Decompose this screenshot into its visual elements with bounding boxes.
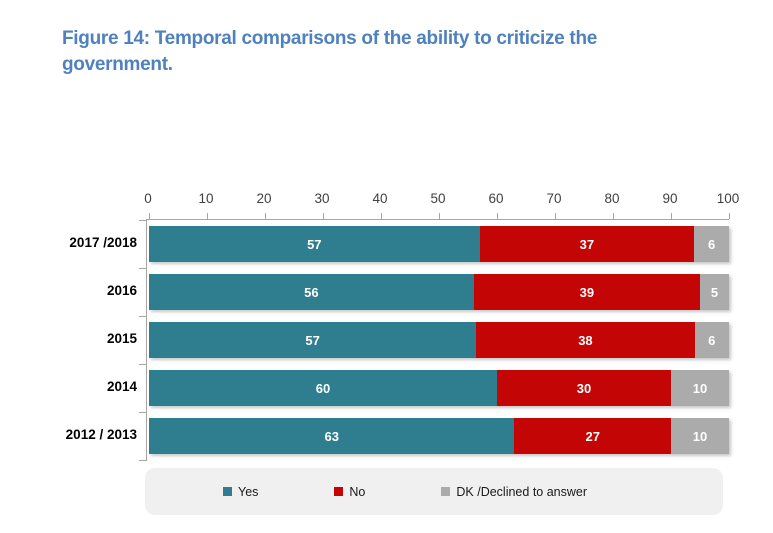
x-axis-tick (671, 213, 672, 219)
bar-segment-no: 37 (479, 226, 695, 262)
bar-value-label: 57 (305, 332, 320, 348)
bar-segment-yes: 57 (149, 322, 477, 358)
bar-row: 56 39 5 (149, 274, 729, 310)
y-axis-tick (139, 220, 146, 221)
x-axis-tick (439, 213, 440, 219)
plot-area: 57 37 6 56 39 5 57 38 6 60 30 10 63 27 10 (139, 213, 730, 461)
x-axis-tick (149, 213, 150, 219)
y-axis-tick (139, 412, 146, 413)
x-tick-label: 100 (716, 191, 740, 206)
bar-value-label: 57 (307, 236, 322, 252)
bar-segment-no: 39 (473, 274, 700, 310)
bar-segment-yes: 57 (149, 226, 480, 262)
no-swatch-icon (334, 487, 344, 496)
bar-value-label: 6 (708, 332, 716, 348)
bar-row: 63 27 10 (149, 418, 729, 454)
x-tick-label: 0 (144, 191, 152, 206)
x-axis-labels: 0 10 20 30 40 50 60 70 80 90 100 (144, 191, 739, 207)
x-tick-label: 80 (604, 191, 620, 206)
category-label: 2017 /2018 (69, 235, 137, 250)
category-label: 2016 (106, 283, 137, 298)
category-label: 2012 / 2013 (65, 427, 137, 442)
legend-label: No (349, 484, 366, 499)
bar-row: 60 30 10 (149, 370, 729, 406)
bar-value-label: 63 (324, 428, 339, 444)
legend-item-yes: Yes (223, 485, 258, 499)
y-axis-tick (139, 460, 146, 461)
legend: Yes No DK /Declined to answer (145, 468, 723, 515)
bar-value-label: 37 (579, 236, 595, 252)
bar-value-label: 39 (579, 284, 595, 300)
x-axis-tick (497, 213, 498, 219)
legend-label: DK /Declined to answer (456, 484, 588, 499)
bar-segment-yes: 63 (149, 418, 515, 454)
yes-swatch-icon (223, 487, 232, 496)
dk-swatch-icon (441, 487, 451, 496)
bar-segment-dk: 6 (694, 226, 729, 262)
bar-segment-no: 38 (476, 322, 695, 358)
x-axis-tick (729, 213, 730, 219)
figure-title: Figure 14: Temporal comparisons of the a… (62, 28, 598, 75)
bar-segment-yes: 60 (149, 370, 497, 406)
x-axis-tick (265, 213, 266, 219)
bar-value-label: 6 (707, 236, 716, 252)
bar-value-label: 56 (304, 284, 319, 300)
bar-value-label: 10 (692, 428, 708, 444)
y-axis-tick (139, 364, 146, 365)
x-tick-label: 30 (314, 191, 330, 206)
x-tick-label: 90 (662, 191, 678, 206)
bar-row: 57 37 6 (149, 226, 729, 262)
y-axis-labels: 2017 /2018 2016 2015 2014 2012 / 2013 (0, 219, 137, 460)
x-tick-label: 10 (198, 191, 214, 206)
bar-segment-no: 30 (497, 370, 671, 406)
x-axis-tick (613, 213, 614, 219)
category-label: 2014 (106, 379, 137, 394)
x-axis-tick (555, 213, 556, 219)
bar-segment-dk: 10 (671, 418, 729, 454)
bar-segment-yes: 56 (149, 274, 474, 310)
bar-segment-no: 27 (514, 418, 671, 454)
category-label: 2015 (106, 331, 137, 346)
bar-value-label: 10 (692, 380, 708, 396)
legend-item-dk: DK /Declined to answer (441, 485, 587, 499)
x-tick-label: 60 (488, 191, 504, 206)
x-axis-tick (207, 213, 208, 219)
bar-value-label: 30 (576, 380, 592, 396)
legend-item-no: No (334, 485, 365, 499)
x-tick-label: 40 (372, 191, 388, 206)
x-tick-label: 20 (256, 191, 272, 206)
x-tick-label: 70 (546, 191, 562, 206)
bar-value-label: 27 (585, 428, 600, 444)
y-axis-tick (139, 316, 146, 317)
bar-value-label: 5 (710, 284, 719, 300)
legend-label: Yes (238, 484, 259, 499)
y-axis-tick (139, 268, 146, 269)
bar-value-label: 38 (578, 332, 593, 348)
bar-value-label: 60 (315, 380, 331, 396)
x-axis-tick (381, 213, 382, 219)
bar-segment-dk: 6 (694, 322, 729, 358)
bar-segment-dk: 10 (671, 370, 729, 406)
bar-row: 57 38 6 (149, 322, 729, 358)
x-axis-tick (323, 213, 324, 219)
x-tick-label: 50 (430, 191, 446, 206)
bar-segment-dk: 5 (700, 274, 729, 310)
